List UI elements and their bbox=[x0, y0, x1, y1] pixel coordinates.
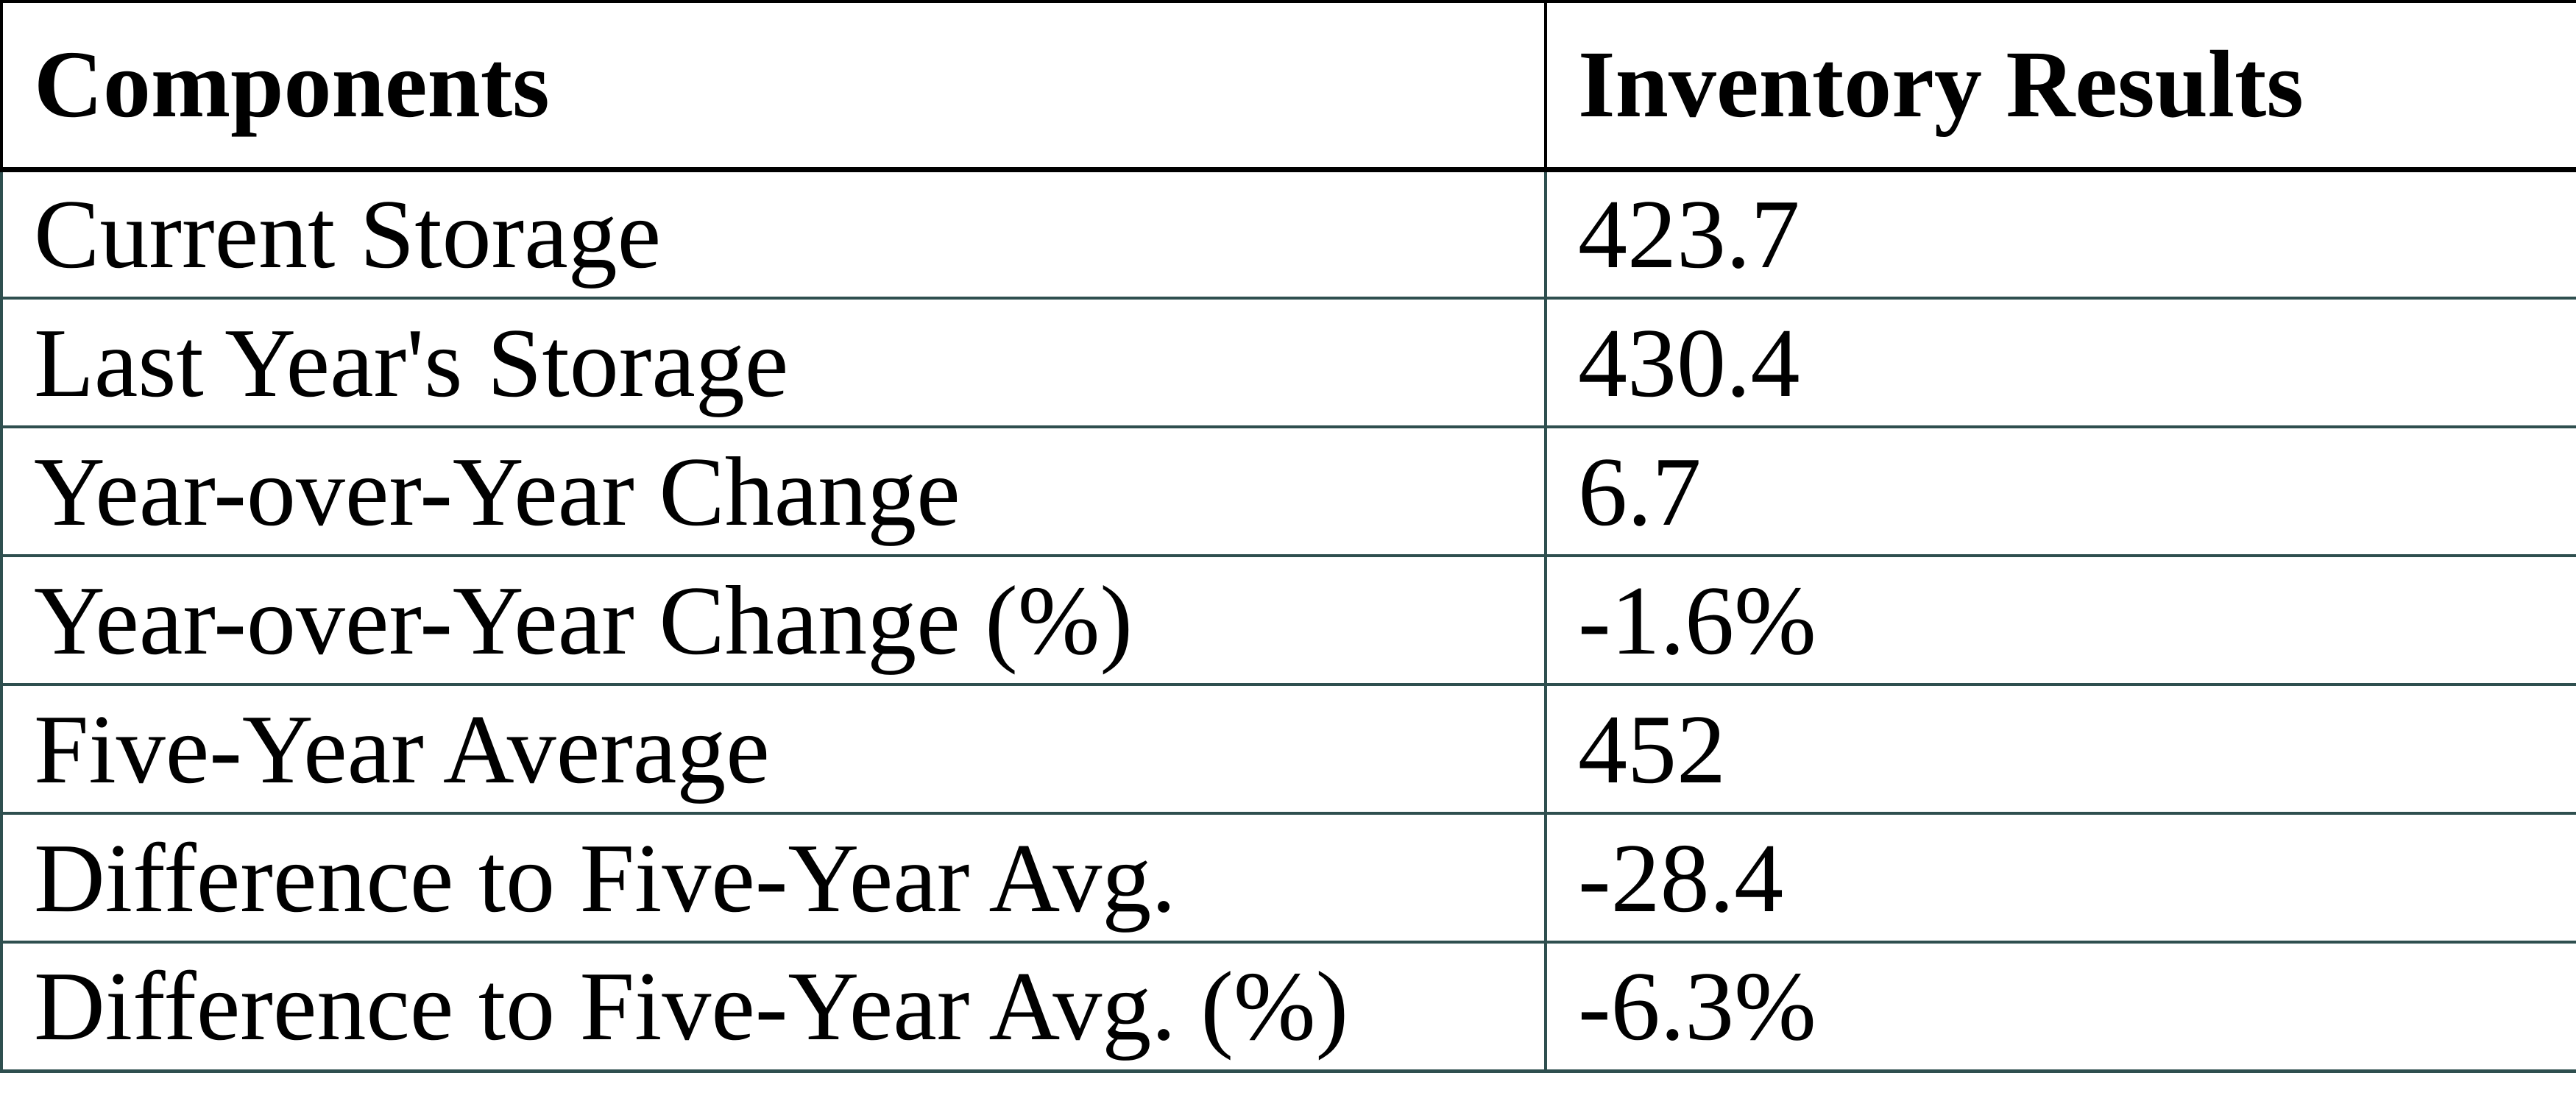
table-row: Current Storage 423.7 bbox=[0, 168, 2576, 300]
table-row: Five-Year Average 452 bbox=[0, 683, 2576, 815]
row-label-diff-five-year-avg-pct: Difference to Five-Year Avg. (%) bbox=[0, 941, 1547, 1073]
column-header-inventory-results: Inventory Results bbox=[1544, 0, 2576, 172]
row-label-yoy-change: Year-over-Year Change bbox=[0, 425, 1547, 557]
row-label-current-storage: Current Storage bbox=[0, 168, 1547, 300]
table-row: Year-over-Year Change 6.7 bbox=[0, 425, 2576, 557]
table-row: Difference to Five-Year Avg. (%) -6.3% bbox=[0, 941, 2576, 1073]
row-value-diff-five-year-avg-pct: -6.3% bbox=[1544, 941, 2576, 1073]
row-value-five-year-average: 452 bbox=[1544, 683, 2576, 815]
header-row: Components Inventory Results bbox=[0, 0, 2576, 172]
row-value-current-storage: 423.7 bbox=[1544, 168, 2576, 300]
row-label-last-years-storage: Last Year's Storage bbox=[0, 297, 1547, 428]
row-value-yoy-change: 6.7 bbox=[1544, 425, 2576, 557]
table-row: Last Year's Storage 430.4 bbox=[0, 297, 2576, 428]
row-value-diff-five-year-avg: -28.4 bbox=[1544, 812, 2576, 944]
row-label-yoy-change-pct: Year-over-Year Change (%) bbox=[0, 554, 1547, 686]
row-label-five-year-average: Five-Year Average bbox=[0, 683, 1547, 815]
table-row: Difference to Five-Year Avg. -28.4 bbox=[0, 812, 2576, 944]
column-header-components: Components bbox=[0, 0, 1547, 172]
row-value-yoy-change-pct: -1.6% bbox=[1544, 554, 2576, 686]
table-row: Year-over-Year Change (%) -1.6% bbox=[0, 554, 2576, 686]
row-value-last-years-storage: 430.4 bbox=[1544, 297, 2576, 428]
row-label-diff-five-year-avg: Difference to Five-Year Avg. bbox=[0, 812, 1547, 944]
inventory-results-table: Components Inventory Results Current Sto… bbox=[0, 0, 2576, 1073]
